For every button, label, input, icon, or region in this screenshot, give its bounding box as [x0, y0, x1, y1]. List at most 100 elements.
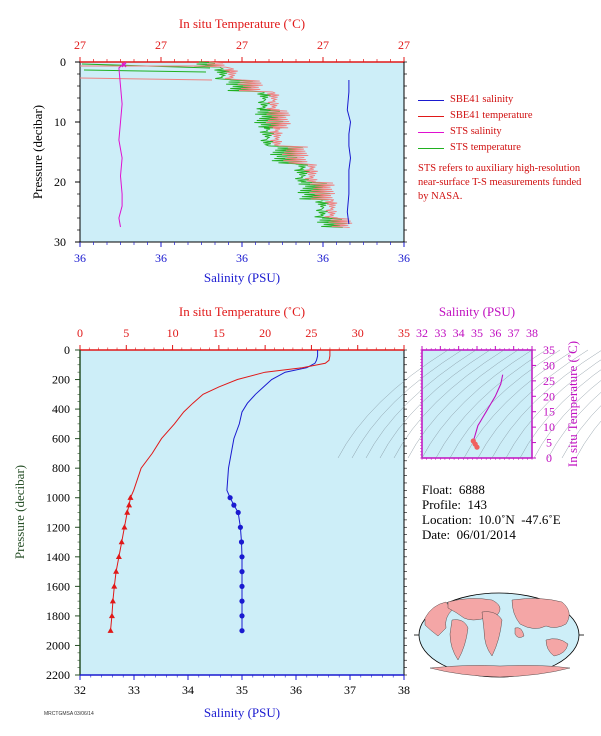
legend-label: STS salinity	[450, 126, 502, 137]
ts-temperature-tick-label: 5	[546, 436, 552, 450]
bottom-temperature-axis-title: In situ Temperature (˚C)	[179, 304, 305, 319]
ts-salinity-tick-label: 34	[453, 326, 465, 340]
bottom-pressure-tick-label: 600	[52, 432, 70, 446]
temperature-profile-line	[110, 350, 331, 631]
legend-label: STS temperature	[450, 142, 521, 153]
bottom-pressure-tick-label: 400	[52, 402, 70, 416]
temperature-point	[118, 538, 125, 545]
location-row: Location: 10.0˚N -47.6˚E	[422, 512, 561, 527]
bottom-pressure-tick-label: 800	[52, 461, 70, 475]
density-contour	[351, 349, 463, 459]
date-label: Date:	[422, 527, 451, 542]
salinity-point	[239, 598, 245, 604]
temperature-point	[115, 553, 122, 560]
bottom-pressure-tick-label: 2000	[46, 638, 70, 652]
profile-value: 143	[467, 497, 488, 512]
density-contour	[561, 405, 601, 459]
top-salinity-series	[118, 61, 352, 228]
sbe41-temperature-trace	[205, 61, 353, 228]
top-temperature-tick-label: 27	[398, 38, 410, 52]
top-salinity-tick-label: 36	[317, 251, 329, 265]
top-temperature-axis-title: In situ Temperature (˚C)	[179, 16, 305, 31]
top-salinity-tick-label: 36	[398, 251, 410, 265]
salinity-point	[239, 583, 245, 590]
density-contour	[491, 350, 601, 459]
top-panel: 27 27 27 27 27 36 36 36 36 36 0 10 20 30 In situ Te…	[30, 16, 410, 285]
top-pressure-tick-label: 0	[60, 55, 66, 69]
density-contour	[519, 369, 601, 459]
bottom-salinity-tick-label: 34	[182, 683, 194, 697]
profile-label: Profile:	[422, 497, 461, 512]
density-contour	[365, 349, 477, 459]
density-contour	[477, 349, 589, 459]
location-label: Location:	[422, 512, 472, 527]
salinity-point	[237, 524, 243, 530]
float-value: 6888	[458, 482, 485, 497]
sbe41-temperature-line	[79, 61, 353, 228]
bottom-temperature-tick-label: 30	[352, 326, 364, 340]
date-row: Date: 06/01/2014	[422, 527, 561, 542]
ts-temperature-tick-label: 30	[543, 358, 555, 372]
bottom-profile-series	[107, 350, 331, 634]
bottom-pressure-tick-label: 2200	[46, 668, 70, 682]
temperature-point	[113, 568, 120, 574]
location-value: 10.0˚N -47.6˚E	[478, 512, 561, 527]
float-info: Float: 6888 Profile: 143 Location: 10.0˚…	[422, 482, 561, 542]
salinity-point	[231, 502, 237, 508]
density-contour	[463, 349, 575, 459]
temperature-point	[124, 509, 131, 515]
temperature-point	[127, 494, 134, 500]
density-contour	[449, 349, 561, 459]
float-row: Float: 6888	[422, 482, 561, 497]
ts-temperature-tick-label: 20	[543, 389, 555, 403]
sts-surface-marker	[121, 62, 127, 68]
ts-temperature-tick-label: 15	[543, 405, 555, 419]
salinity-point	[239, 628, 245, 634]
bottom-temperature-tick-label: 25	[305, 326, 317, 340]
bottom-temperature-tick-label: 20	[259, 326, 271, 340]
surface-temperature-trace	[79, 65, 213, 81]
temperature-point	[111, 583, 118, 589]
legend-item: SBE41 salinity	[418, 92, 533, 108]
footer-code: MRCTGMSA 03/06/14	[44, 711, 94, 717]
ts-salinity-tick-label: 35	[471, 326, 483, 340]
top-temperature-tick-label: 27	[74, 38, 86, 52]
top-temperature-tick-label: 27	[236, 38, 248, 52]
sbe41-salinity-line	[346, 80, 352, 225]
salinity-point	[239, 569, 245, 575]
salinity-point	[227, 495, 233, 501]
top-salinity-tick-label: 36	[236, 251, 248, 265]
density-contour	[575, 420, 601, 459]
world-map	[414, 592, 584, 678]
bottom-salinity-tick-label: 37	[344, 683, 356, 697]
legend-swatch	[418, 147, 444, 149]
legend-item: STS temperature	[418, 140, 533, 156]
density-contour	[421, 349, 533, 459]
density-contour	[505, 359, 601, 459]
density-contour	[547, 391, 601, 459]
top-pressure-tick-label: 10	[54, 115, 66, 129]
bottom-temperature-tick-label: 5	[123, 326, 129, 340]
legend-swatch	[418, 99, 444, 101]
bottom-pressure-tick-label: 0	[64, 343, 70, 357]
density-contour	[533, 380, 601, 459]
bottom-salinity-tick-label: 36	[290, 683, 302, 697]
bottom-pressure-ticks: 0 200 400 600 800 1000 1200 1400 1600 1800 2000 220…	[46, 343, 407, 682]
bottom-salinity-tick-label: 33	[128, 683, 140, 697]
top-temperature-tick-label: 27	[155, 38, 167, 52]
top-pressure-tick-label: 20	[54, 175, 66, 189]
bottom-temperature-ticks: 0 5 10 15 20 25 30 35	[77, 326, 410, 350]
salinity-point	[239, 554, 245, 560]
bottom-temperature-tick-label: 0	[77, 326, 83, 340]
legend-label: SBE41 temperature	[450, 110, 533, 121]
salinity-point	[235, 509, 241, 516]
bottom-temperature-tick-label: 35	[398, 326, 410, 340]
top-salinity-axis-title: Salinity (PSU)	[204, 270, 280, 285]
temperature-point	[109, 597, 116, 604]
salinity-point	[238, 539, 245, 545]
bottom-pressure-tick-label: 1600	[46, 579, 70, 593]
profile-row: Profile: 143	[422, 497, 561, 512]
legend-swatch	[418, 115, 444, 117]
